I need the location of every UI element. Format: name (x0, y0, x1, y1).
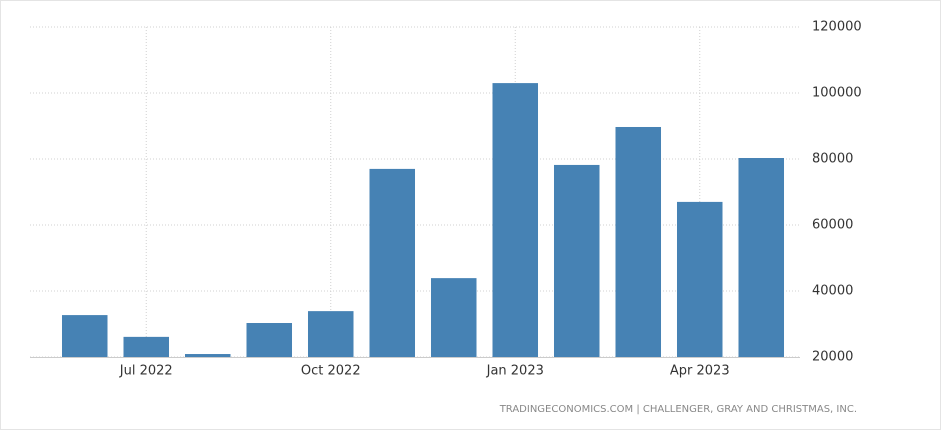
bar (492, 83, 539, 357)
bar (184, 354, 231, 357)
bar (369, 168, 416, 357)
source: TRADINGECONOMICS.COM | CHALLENGER, GRAY … (499, 404, 857, 415)
y-tick-label: 100000 (812, 86, 862, 101)
y-tick-label: 40000 (812, 284, 853, 299)
x-tick-label: Jul 2022 (119, 364, 173, 379)
bar (307, 311, 354, 357)
bar (61, 315, 108, 357)
bar (430, 278, 477, 357)
bar (553, 164, 600, 357)
y-tick-label: 80000 (812, 152, 853, 167)
x-tick-label: Jan 2023 (486, 364, 544, 379)
y-tick-label: 60000 (812, 218, 853, 233)
bar (123, 336, 170, 357)
x-tick-label: Apr 2023 (670, 364, 730, 379)
y-tick-label: 120000 (812, 20, 862, 35)
bar (676, 201, 723, 357)
bar (615, 126, 662, 358)
x-tick-label: Oct 2022 (301, 364, 361, 379)
bar (738, 158, 785, 357)
bar (246, 323, 293, 357)
y-tick-label: 20000 (812, 350, 853, 365)
